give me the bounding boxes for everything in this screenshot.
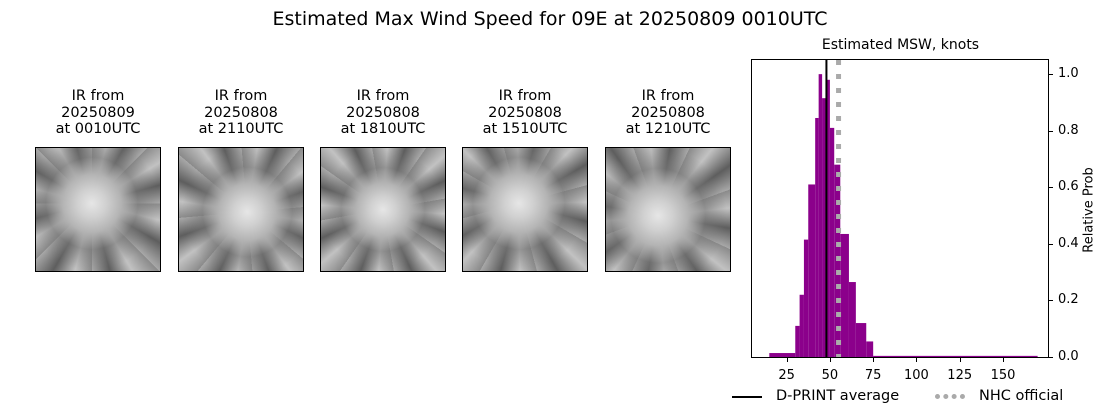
- ir-satellite-image: [462, 147, 588, 272]
- ir-satellite-image: [605, 147, 731, 272]
- x-tick-label: 75: [864, 368, 882, 383]
- ir-satellite-image: [320, 147, 446, 272]
- histogram-plot-area: [751, 59, 1049, 358]
- ir-panel: IR from 20250808 at 2110UTC: [178, 88, 304, 272]
- ir-panel-title: IR from 20250808 at 1510UTC: [482, 88, 568, 137]
- nhc-official-legend-swatch: [935, 394, 965, 399]
- y-tick-label: 0.6: [1058, 179, 1079, 195]
- histogram-bar: [866, 341, 874, 357]
- histogram-title: Estimated MSW, knots: [821, 37, 980, 53]
- x-tick-label: 100: [904, 368, 929, 383]
- y-tick-label: 0.4: [1058, 235, 1079, 251]
- ir-panel-title: IR from 20250809 at 0010UTC: [55, 88, 141, 137]
- x-tick-label: 125: [947, 368, 973, 383]
- y-tick: [1049, 130, 1053, 132]
- y-axis-label: Relative Prob: [1081, 167, 1097, 253]
- ir-panel-title: IR from 20250808 at 1810UTC: [340, 88, 426, 137]
- ir-panel-title: IR from 20250808 at 1210UTC: [625, 88, 711, 137]
- ir-panel-title: IR from 20250808 at 2110UTC: [198, 88, 284, 137]
- x-tick-label: 25: [778, 368, 795, 383]
- histogram-bar: [795, 325, 800, 357]
- histogram-bar: [848, 282, 856, 357]
- y-tick-label: 0.8: [1058, 122, 1079, 138]
- y-tick: [1049, 300, 1053, 302]
- dprint-average-legend-swatch: [732, 396, 762, 398]
- histogram-bar: [818, 74, 823, 357]
- ir-panel: IR from 20250808 at 1510UTC: [462, 88, 588, 272]
- x-tick: [829, 358, 831, 362]
- ir-satellite-image: [178, 147, 304, 272]
- histogram-bar: [803, 239, 809, 357]
- ir-panel: IR from 20250808 at 1810UTC: [320, 88, 446, 272]
- x-tick-label: 150: [990, 368, 1016, 383]
- ir-satellite-image: [35, 147, 161, 272]
- histogram-bar: [855, 323, 867, 357]
- histogram-bar: [873, 355, 1038, 357]
- histogram-bar: [769, 353, 796, 357]
- nhc-official-legend-label: NHC official: [979, 388, 1064, 404]
- x-tick: [786, 358, 788, 362]
- histogram-bar: [808, 184, 816, 357]
- x-tick: [959, 358, 961, 362]
- histogram-bar: [829, 127, 835, 357]
- histogram-bar: [826, 79, 830, 357]
- figure-title: Estimated Max Wind Speed for 09E at 2025…: [272, 8, 828, 30]
- y-tick: [1049, 74, 1053, 76]
- histogram-bar: [815, 117, 819, 357]
- y-tick-label: 0.2: [1058, 292, 1079, 308]
- x-tick: [1002, 358, 1004, 362]
- histogram-bar: [840, 233, 849, 357]
- ir-panel: IR from 20250809 at 0010UTC: [35, 88, 161, 272]
- histogram-bar: [822, 98, 827, 357]
- y-tick-label: 1.0: [1058, 66, 1079, 82]
- x-tick-label: 50: [821, 368, 839, 383]
- ir-panel: IR from 20250808 at 1210UTC: [605, 88, 731, 272]
- dprint-average-legend-label: D-PRINT average: [776, 388, 900, 404]
- y-tick: [1049, 243, 1053, 245]
- histogram-bar: [799, 294, 804, 357]
- x-tick: [916, 358, 918, 362]
- y-tick-label: 0.0: [1058, 349, 1079, 364]
- x-tick: [873, 358, 875, 362]
- y-tick: [1049, 187, 1053, 189]
- y-tick: [1049, 357, 1053, 358]
